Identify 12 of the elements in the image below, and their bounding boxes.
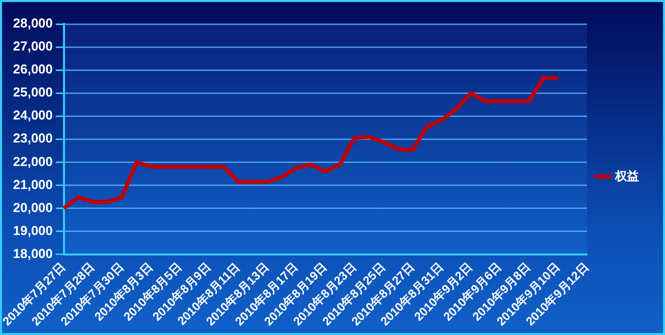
y-tick-label: 28,000 bbox=[12, 16, 53, 31]
y-tick-label: 19,000 bbox=[12, 222, 53, 238]
y-tick-label: 26,000 bbox=[12, 62, 53, 77]
legend-label: 权益 bbox=[614, 168, 639, 183]
y-tick-label: 23,000 bbox=[12, 130, 53, 146]
y-tick-label: 21,000 bbox=[12, 176, 53, 192]
y-tick-label: 22,000 bbox=[12, 154, 53, 169]
y-tick-label: 25,000 bbox=[12, 84, 53, 100]
y-tick-label: 20,000 bbox=[12, 200, 53, 215]
y-tick-label: 27,000 bbox=[12, 38, 53, 54]
y-tick-label: 18,000 bbox=[12, 246, 53, 261]
y-tick-label: 24,000 bbox=[12, 108, 53, 123]
